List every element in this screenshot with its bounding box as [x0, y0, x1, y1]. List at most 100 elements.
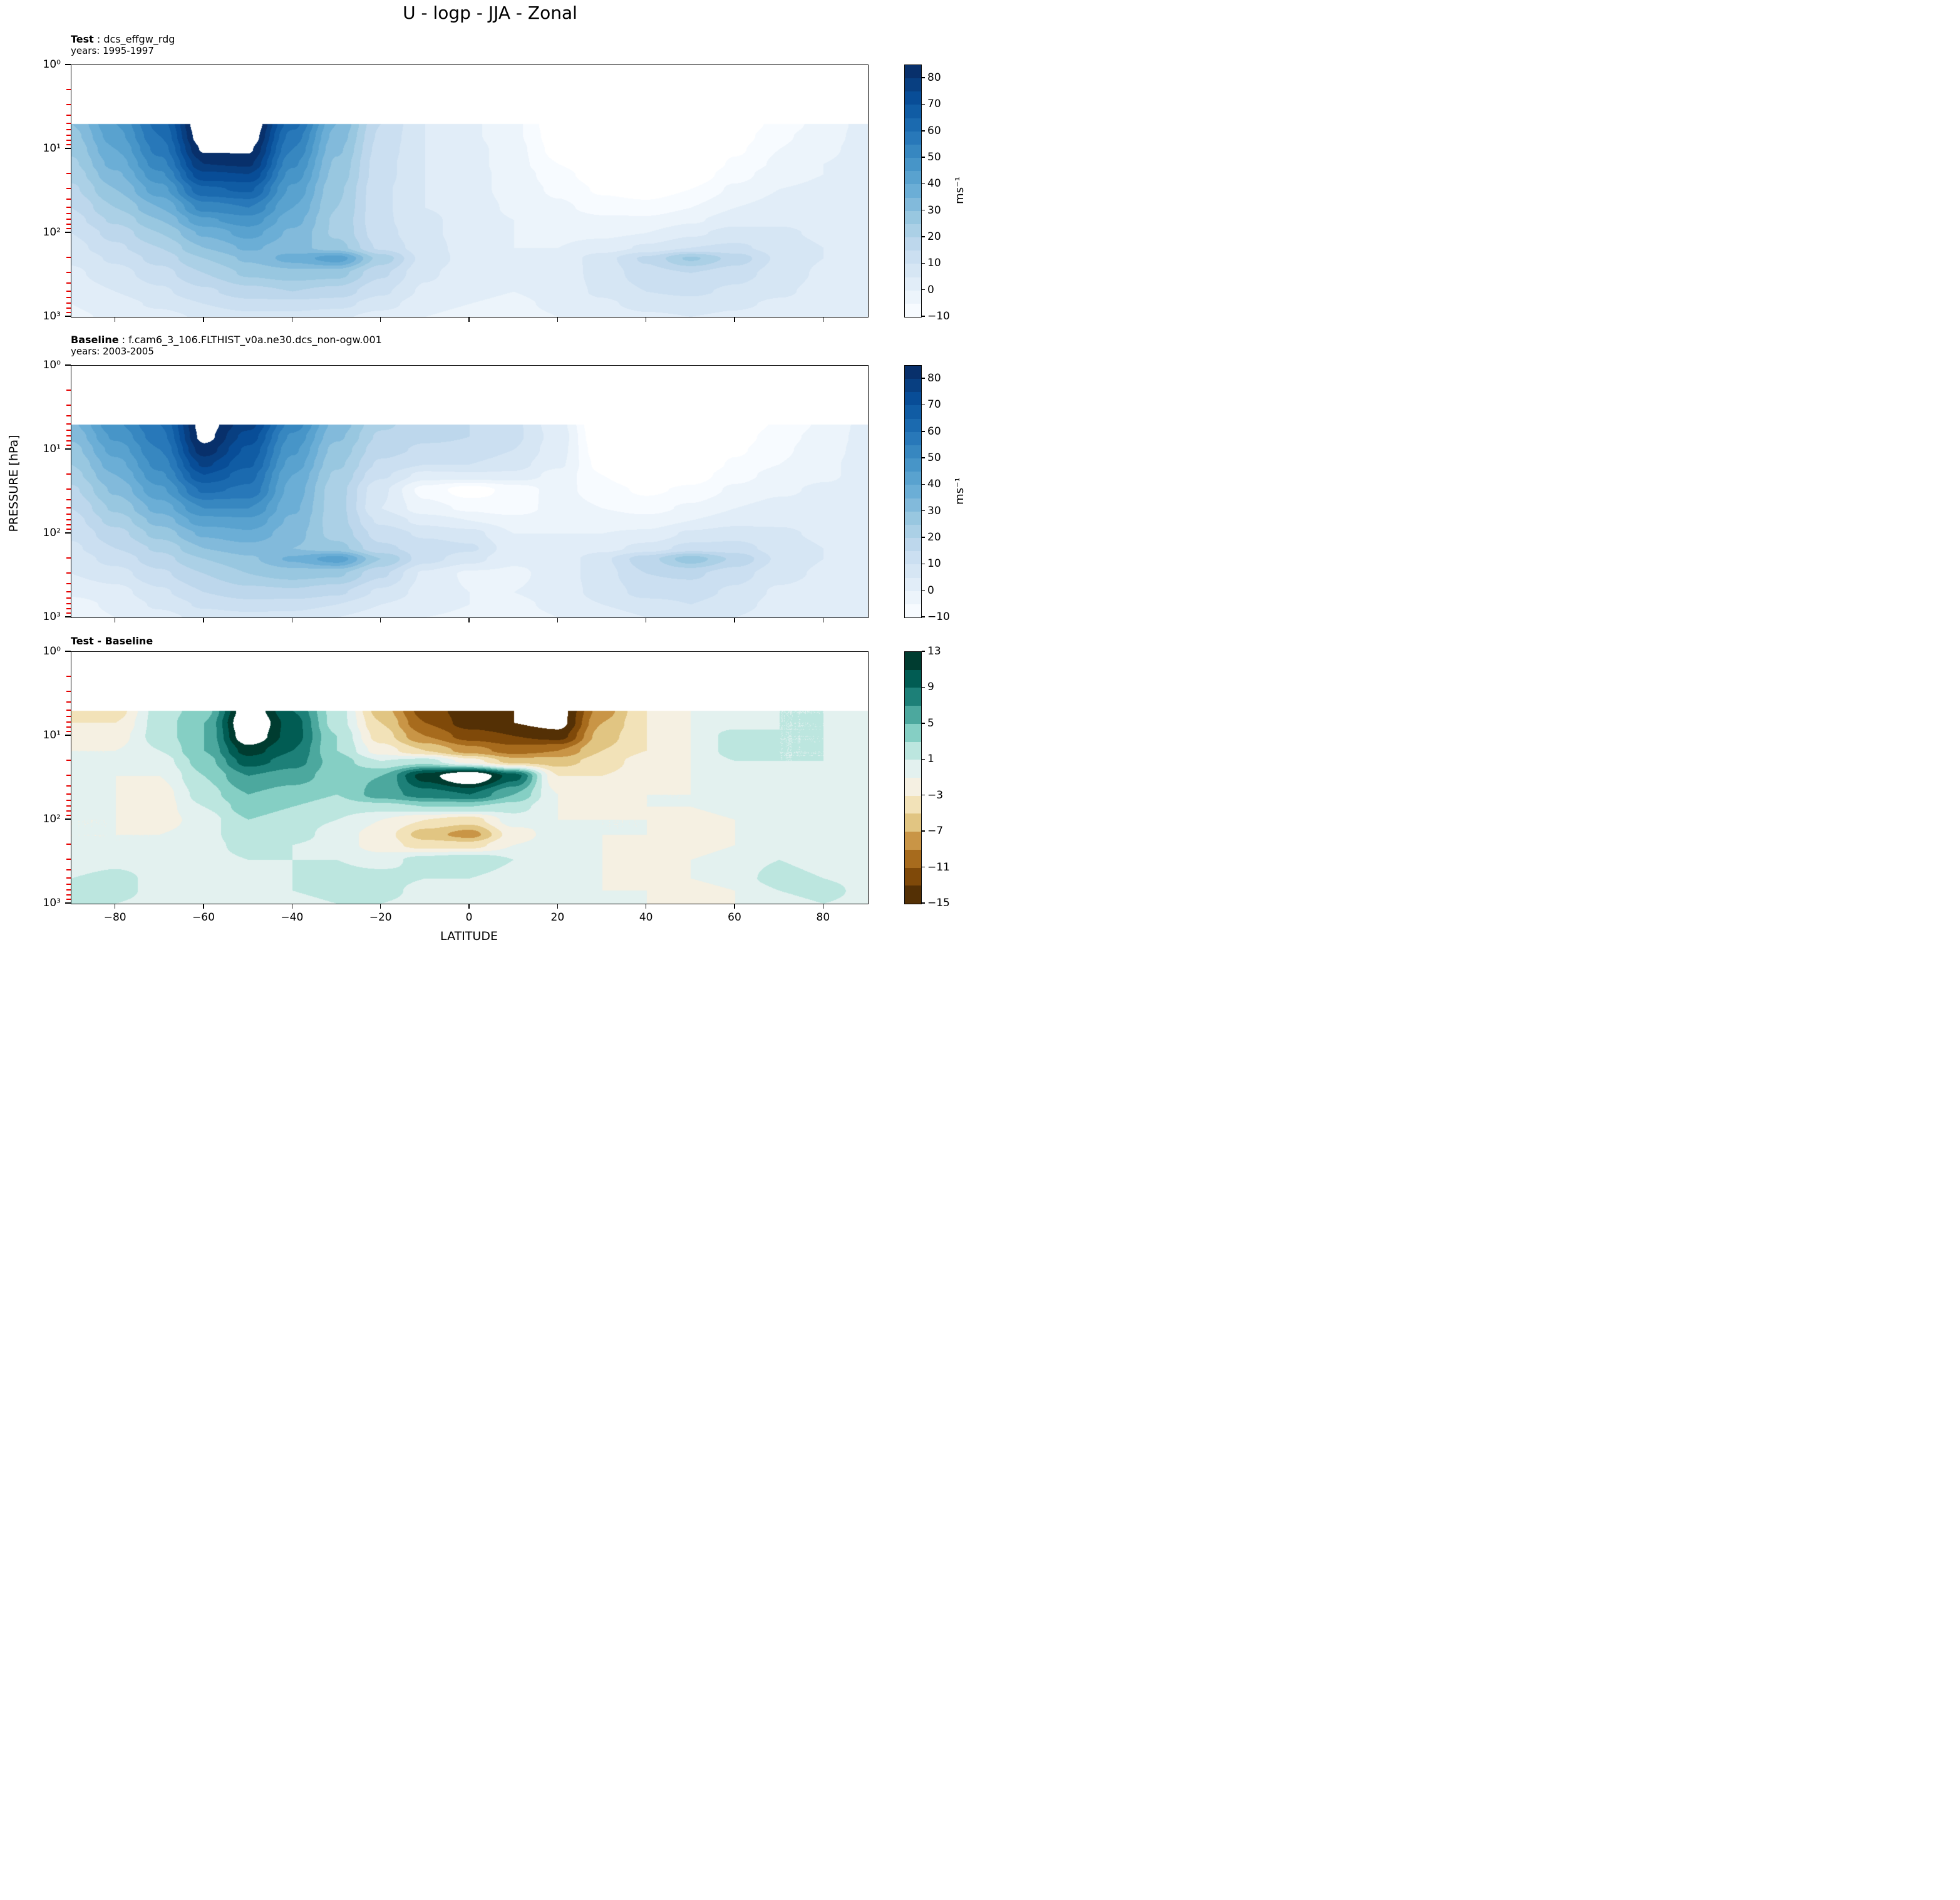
colorbar-tick [922, 483, 925, 485]
colorbar-tick-label: 30 [927, 504, 941, 517]
colorbar-band [905, 303, 921, 317]
latitude-tick-label: −40 [281, 911, 304, 924]
latitude-tick [291, 317, 293, 322]
pressure-tick-label: 10¹ [43, 142, 61, 155]
test-years: years: 1995-1997 [71, 45, 154, 56]
colorbar-tick [922, 262, 925, 264]
pressure-minor-tick [66, 608, 71, 609]
pressure-minor-tick [66, 219, 71, 220]
colorbar-band [905, 405, 921, 419]
pressure-minor-tick [66, 859, 71, 860]
colorbar-band [905, 688, 921, 706]
colorbar-tick [922, 830, 925, 832]
latitude-tick [291, 904, 293, 909]
pressure-minor-tick [66, 691, 71, 692]
colorbar-tick-label: 40 [927, 478, 941, 491]
latitude-tick [203, 617, 204, 622]
colorbar-band [905, 277, 921, 291]
colorbar-tick [922, 130, 925, 132]
colorbar-tick [922, 510, 925, 512]
colorbar-band [905, 197, 921, 211]
colorbar-tick [922, 537, 925, 538]
pressure-minor-tick [66, 272, 71, 273]
latitude-tick [557, 617, 559, 622]
colorbar-band [905, 706, 921, 724]
pressure-minor-tick [66, 282, 71, 284]
colorbar-tick [922, 686, 925, 688]
pressure-tick [65, 651, 71, 652]
colorbar-tick-label: 70 [927, 98, 941, 111]
colorbar-tick [922, 316, 925, 317]
pressure-minor-tick [66, 793, 71, 795]
latitude-tick-label: 80 [816, 911, 830, 924]
pressure-minor-tick [66, 528, 71, 530]
pressure-tick-label: 10¹ [43, 443, 61, 455]
diff-panel-name: Test - Baseline [71, 635, 153, 647]
pressure-minor-tick [66, 140, 71, 141]
colorbar-band [905, 224, 921, 238]
latitude-tick [114, 904, 116, 909]
pressure-minor-tick [66, 591, 71, 592]
colorbar-band [905, 551, 921, 565]
pressure-minor-tick [66, 435, 71, 437]
pressure-minor-tick [66, 444, 71, 446]
colorbar-band [905, 741, 921, 760]
figure: U - logp - JJA - Zonal PRESSURE [hPa] LA… [0, 0, 980, 950]
colorbar-band [905, 237, 921, 251]
latitude-tick [379, 317, 381, 322]
pressure-minor-tick [66, 524, 71, 525]
colorbar-band [905, 418, 921, 432]
colorbar-band [905, 366, 921, 379]
pressure-tick [65, 532, 71, 534]
colorbar-band [905, 458, 921, 472]
latitude-tick [557, 904, 559, 909]
pressure-minor-tick [66, 257, 71, 259]
colorbar-tick-label: −10 [927, 611, 950, 623]
colorbar-tick [922, 723, 925, 724]
pressure-minor-tick [66, 785, 71, 787]
colorbar-band [905, 290, 921, 304]
pressure-minor-tick [66, 603, 71, 605]
colorbar-tick [922, 404, 925, 406]
colorbar-tick-label: 0 [927, 283, 934, 296]
colorbar-tick [922, 457, 925, 458]
colorbar-tick-label: 70 [927, 398, 941, 411]
colorbar-tick-label: 10 [927, 257, 941, 270]
pressure-minor-tick [66, 224, 71, 225]
latitude-tick [468, 617, 470, 622]
colorbar-band [905, 849, 921, 868]
pressure-minor-tick [66, 572, 71, 574]
test-panel-header: Test : dcs_effgw_rdg years: 1995-1997 [71, 33, 175, 57]
colorbar-band [905, 524, 921, 539]
diff-contour-canvas [71, 652, 868, 904]
latitude-tick [114, 617, 116, 622]
latitude-tick [291, 617, 293, 622]
colorbar-band [905, 832, 921, 850]
pressure-minor-tick [66, 557, 71, 559]
colorbar-band [905, 184, 921, 198]
latitude-tick [645, 617, 647, 622]
pressure-minor-tick [66, 188, 71, 189]
colorbar-band [905, 250, 921, 264]
latitude-tick-label: 20 [550, 911, 565, 924]
colorbar-tick [922, 794, 925, 796]
colorbar-band [905, 577, 921, 591]
colorbar-band [905, 131, 921, 145]
pressure-tick [65, 735, 71, 736]
colorbar-tick [922, 616, 925, 617]
pressure-minor-tick [66, 227, 71, 229]
pressure-tick [65, 616, 71, 617]
pressure-minor-tick [66, 122, 71, 124]
pressure-minor-tick [66, 716, 71, 718]
colorbar-band [905, 379, 921, 393]
pressure-tick-label: 10¹ [43, 729, 61, 741]
colorbar-tick [922, 589, 925, 591]
pressure-minor-tick [66, 519, 71, 521]
colorbar-tick [922, 866, 925, 868]
colorbar-tick [922, 157, 925, 158]
pressure-minor-tick [66, 701, 71, 703]
diff-panel-header: Test - Baseline [71, 635, 153, 647]
pressure-minor-tick [66, 869, 71, 870]
latitude-tick [379, 617, 381, 622]
latitude-tick [468, 317, 470, 322]
